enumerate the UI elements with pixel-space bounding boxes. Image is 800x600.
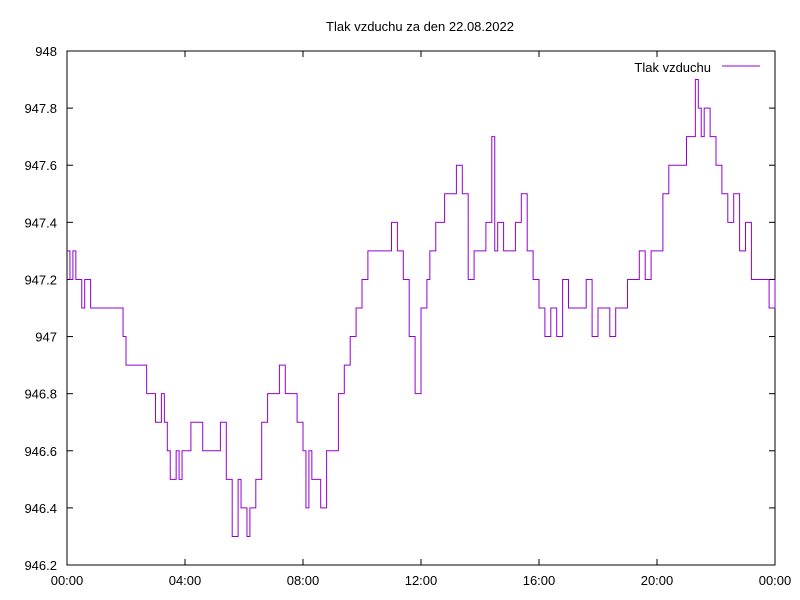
x-axis: 00:00 04:00 08:00 12:00 16:00 20:00 00:00	[51, 51, 792, 588]
y-tick-label: 946.6	[24, 444, 57, 459]
series-layer	[67, 79, 776, 537]
x-tick-label: 08:00	[287, 573, 320, 588]
legend: Tlak vzduchu	[634, 60, 760, 75]
x-tick-label: 12:00	[405, 573, 438, 588]
y-tick-label: 946.4	[24, 501, 57, 516]
legend-label: Tlak vzduchu	[634, 60, 711, 75]
y-tick-label: 946.8	[24, 387, 57, 402]
y-tick-label: 947.4	[24, 215, 57, 230]
x-tick-label: 04:00	[169, 573, 202, 588]
chart-title: Tlak vzduchu za den 22.08.2022	[326, 19, 514, 34]
y-tick-label: 947.2	[24, 272, 57, 287]
y-tick-label: 947.6	[24, 158, 57, 173]
x-tick-label: 00:00	[51, 573, 84, 588]
x-tick-label: 20:00	[641, 573, 674, 588]
y-tick-label: 948	[35, 44, 57, 59]
series-line	[67, 79, 776, 537]
y-tick-label: 947	[35, 330, 57, 345]
y-tick-label: 946.2	[24, 558, 57, 573]
y-tick-label: 947.8	[24, 101, 57, 116]
x-tick-label: 16:00	[523, 573, 556, 588]
x-tick-label: 00:00	[759, 573, 792, 588]
y-axis: 946.2 946.4 946.6 946.8 947 947.2 947.4 947.6 94…	[24, 44, 775, 573]
